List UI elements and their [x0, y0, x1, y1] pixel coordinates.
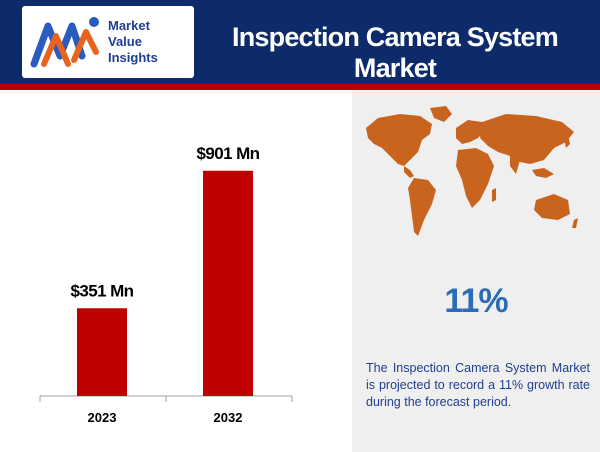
- logo-line-1: Market: [108, 18, 150, 33]
- market-description: The Inspection Camera System Market is p…: [366, 361, 590, 409]
- bar-value-label: $901 Mn: [197, 144, 260, 163]
- logo-text: Market Value Insights: [108, 18, 158, 66]
- bar-2032: [203, 170, 253, 396]
- world-map-icon: [366, 106, 578, 236]
- page-title: Inspection Camera System Market: [232, 22, 559, 83]
- x-tick-label: 2023: [88, 410, 117, 425]
- logo-mark-icon: [30, 17, 99, 68]
- x-tick-label: 2032: [214, 410, 243, 425]
- logo: Market Value Insights: [22, 6, 194, 78]
- logo-line-2: Value: [108, 34, 142, 49]
- header-bar: Market Value Insights Inspection Camera …: [0, 0, 600, 84]
- bar-chart: $351 Mn 2023 $901 Mn 2032: [39, 144, 293, 425]
- growth-rate-value: 11%: [444, 282, 508, 320]
- header-accent-rule: [0, 84, 600, 90]
- chart-panel: [0, 90, 352, 452]
- bar-2023: [77, 308, 127, 396]
- logo-line-3: Insights: [108, 50, 158, 65]
- bar-value-label: $351 Mn: [71, 281, 134, 300]
